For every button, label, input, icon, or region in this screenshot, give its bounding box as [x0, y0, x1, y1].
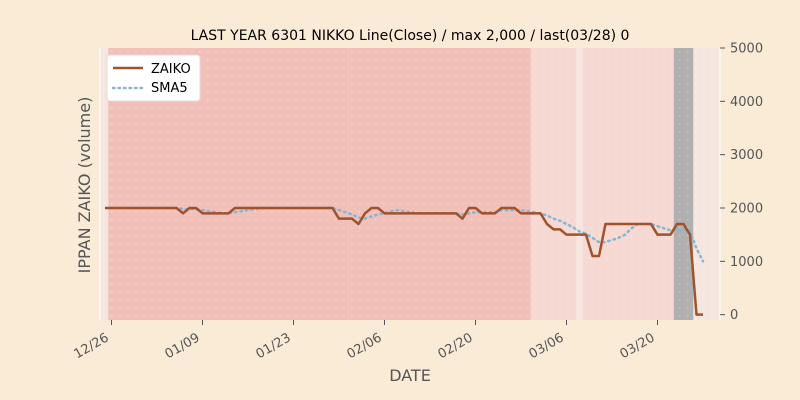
series-lines	[105, 206, 705, 316]
y-axis-label: IPPAN ZAIKO (volume)	[75, 97, 94, 274]
chart-title: LAST YEAR 6301 NIKKO Line(Close) / max 2…	[191, 28, 630, 44]
x-tick-label: 02/06	[345, 330, 385, 362]
legend-box	[106, 54, 201, 102]
bands	[108, 48, 694, 320]
x-tick-label: 02/20	[436, 330, 476, 362]
y-tick-label: 0	[730, 308, 738, 323]
y-tick-label: 5000	[730, 42, 763, 57]
legend-sma5-label: SMA5	[151, 81, 188, 96]
y-tick-label: 2000	[730, 202, 763, 217]
x-tick-label: 03/06	[527, 330, 567, 362]
x-tick-label: 03/20	[618, 330, 658, 362]
legend: ZAIKO SMA5	[106, 54, 201, 102]
band-3	[582, 48, 674, 320]
x-tick-label: 01/23	[254, 330, 294, 362]
band-4	[673, 48, 694, 320]
y-tick-label: 3000	[730, 148, 763, 163]
y-tick-label: 4000	[730, 95, 763, 110]
band-1	[348, 48, 531, 320]
x-tick-label: 12/26	[72, 330, 112, 362]
x-tick-label: 01/09	[163, 330, 203, 362]
band-2	[530, 48, 577, 320]
y-tick-label: 1000	[730, 255, 763, 270]
series-line-zaiko	[105, 206, 703, 316]
legend-zaiko-label: ZAIKO	[151, 62, 191, 77]
x-axis-label: DATE	[389, 366, 431, 385]
